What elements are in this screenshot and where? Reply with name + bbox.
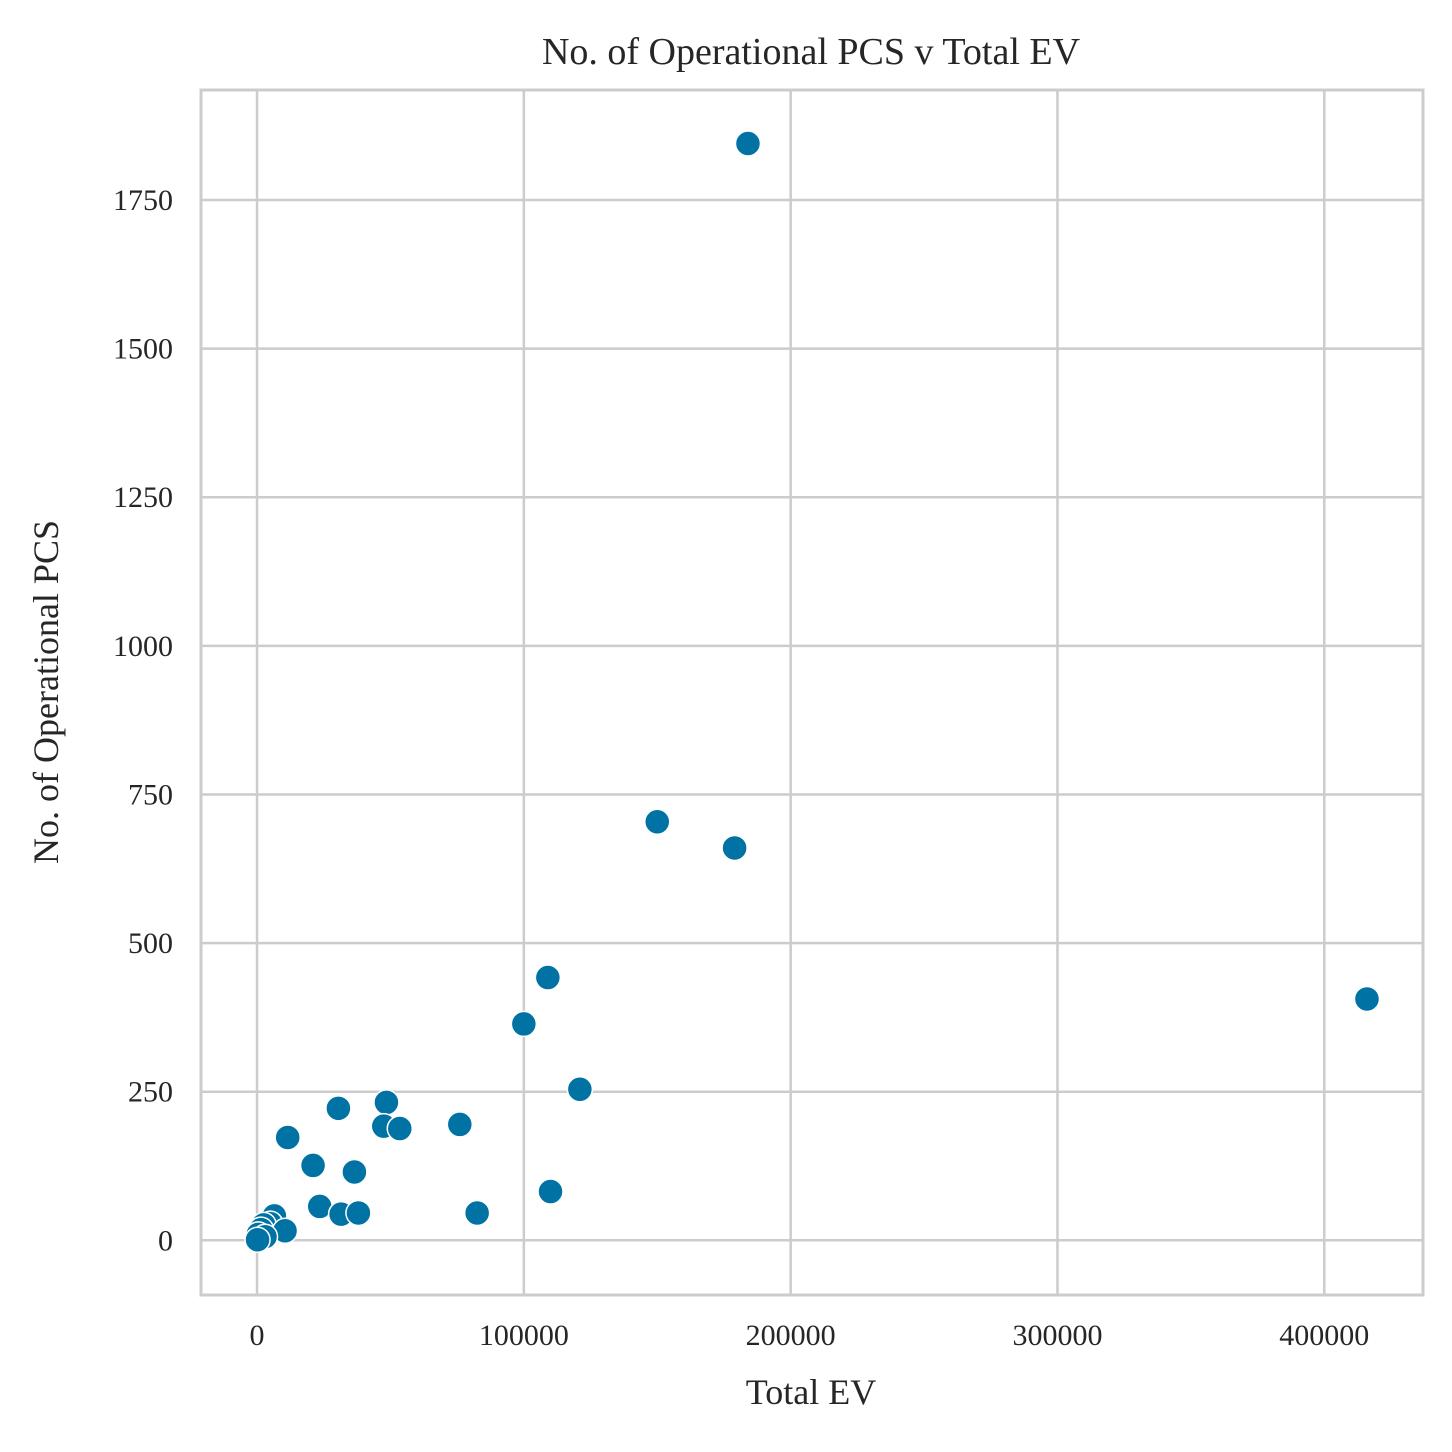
data-point: [463, 1199, 491, 1227]
data-point: [566, 1076, 594, 1103]
y-axis-label: No. of Operational PCS: [26, 520, 66, 864]
data-point: [341, 1158, 368, 1186]
data-point: [325, 1095, 352, 1122]
data-point: [299, 1152, 327, 1179]
data-point: [537, 1178, 564, 1205]
x-tick-label: 100000: [479, 1319, 569, 1352]
data-point: [643, 808, 671, 836]
data-point: [734, 130, 762, 157]
chart-title: No. of Operational PCS v Total EV: [542, 31, 1081, 73]
y-tick-label: 1750: [113, 184, 173, 217]
data-point: [721, 834, 748, 862]
data-point: [534, 964, 562, 991]
y-tick-label: 750: [128, 778, 173, 811]
x-axis-label: Total EV: [746, 1372, 876, 1412]
y-tick-label: 500: [128, 927, 173, 960]
plot-frame: [199, 88, 1425, 1297]
data-point: [1353, 985, 1381, 1013]
x-tick-label: 0: [250, 1319, 265, 1352]
x-tick-label: 300000: [1012, 1319, 1102, 1352]
data-point: [244, 1226, 271, 1253]
y-tick-label: 1000: [113, 630, 173, 663]
points: [244, 130, 1381, 1253]
x-tick-labels: 0 100000 200000 300000 400000: [250, 1319, 1370, 1352]
x-tick-label: 400000: [1279, 1319, 1369, 1352]
data-point: [386, 1115, 414, 1142]
y-tick-labels: 0 250 500 750 1000 1250 1500 1750: [113, 184, 173, 1257]
data-point: [345, 1199, 372, 1227]
y-tick-label: 1500: [113, 333, 173, 366]
data-point: [274, 1124, 301, 1151]
y-tick-label: 250: [128, 1076, 173, 1109]
x-tick-label: 200000: [746, 1319, 836, 1352]
data-point: [446, 1111, 474, 1138]
y-tick-label: 1250: [113, 481, 173, 514]
grid: [201, 90, 1423, 1295]
data-point: [373, 1089, 400, 1116]
data-point: [510, 1010, 538, 1038]
y-tick-label: 0: [158, 1224, 173, 1257]
